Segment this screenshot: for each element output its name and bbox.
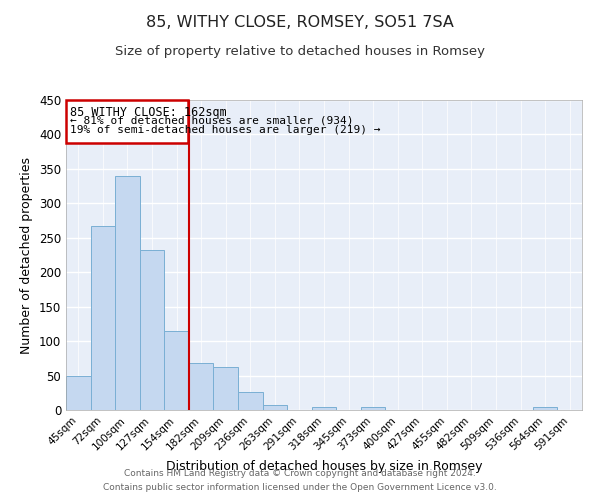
- Bar: [533, 406, 557, 410]
- Bar: [115, 176, 140, 410]
- Bar: [263, 405, 287, 410]
- Bar: [361, 407, 385, 410]
- Text: 85, WITHY CLOSE, ROMSEY, SO51 7SA: 85, WITHY CLOSE, ROMSEY, SO51 7SA: [146, 15, 454, 30]
- Text: 19% of semi-detached houses are larger (219) →: 19% of semi-detached houses are larger (…: [70, 125, 380, 135]
- Bar: [140, 250, 164, 410]
- Text: 85 WITHY CLOSE: 162sqm: 85 WITHY CLOSE: 162sqm: [70, 106, 227, 118]
- X-axis label: Distribution of detached houses by size in Romsey: Distribution of detached houses by size …: [166, 460, 482, 473]
- Bar: [66, 376, 91, 410]
- Text: ← 81% of detached houses are smaller (934): ← 81% of detached houses are smaller (93…: [70, 115, 353, 125]
- Bar: [312, 406, 336, 410]
- Y-axis label: Number of detached properties: Number of detached properties: [20, 156, 34, 354]
- Text: Contains public sector information licensed under the Open Government Licence v3: Contains public sector information licen…: [103, 484, 497, 492]
- Text: Contains HM Land Registry data © Crown copyright and database right 2024.: Contains HM Land Registry data © Crown c…: [124, 468, 476, 477]
- Bar: [214, 368, 238, 410]
- Bar: [189, 363, 214, 410]
- Bar: [91, 226, 115, 410]
- Bar: [164, 331, 189, 410]
- Bar: [67, 100, 188, 142]
- Bar: [238, 392, 263, 410]
- Text: Size of property relative to detached houses in Romsey: Size of property relative to detached ho…: [115, 45, 485, 58]
